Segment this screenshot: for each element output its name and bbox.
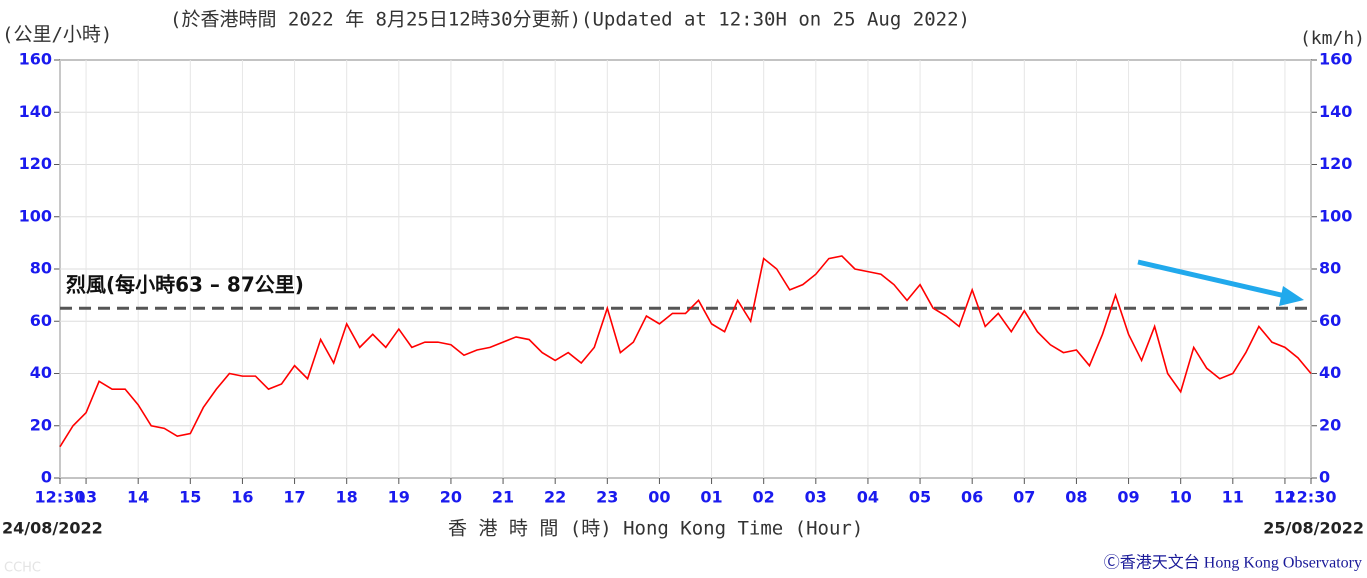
arrow-head	[1279, 286, 1304, 306]
y2-tick-label: 100	[1319, 206, 1352, 225]
x-tick-label: 21	[492, 488, 514, 507]
start-date: 24/08/2022	[2, 519, 103, 538]
x-tick-label: 07	[1013, 488, 1035, 507]
x-tick-label: 12:30	[1286, 488, 1337, 507]
x-tick-label: 06	[961, 488, 983, 507]
y-tick-label: 160	[19, 50, 52, 69]
y2-axis-label: (km/h)	[1300, 28, 1365, 49]
x-tick-label: 13	[75, 488, 97, 507]
x-tick-label: 08	[1065, 488, 1087, 507]
y2-tick-label: 160	[1319, 50, 1352, 69]
arrow-shaft	[1137, 259, 1295, 301]
x-tick-label: 19	[388, 488, 410, 507]
chart-title: (於香港時間 2022 年 8月25日12時30分更新)(Updated at …	[170, 9, 970, 31]
plot-layer	[54, 59, 1317, 484]
x-tick-label: 14	[127, 488, 149, 507]
annotation: 烈風(每小時63 – 87公里)	[66, 273, 304, 297]
y-tick-label: 0	[41, 468, 52, 487]
x-tick-label: 02	[753, 488, 775, 507]
x-tick-label: 01	[700, 488, 722, 507]
y-tick-label: 80	[30, 259, 52, 278]
y-tick-label: 40	[30, 363, 52, 382]
y2-tick-label: 140	[1319, 102, 1352, 121]
x-tick-label: 04	[857, 488, 879, 507]
end-date: 25/08/2022	[1263, 519, 1364, 538]
y2-tick-label: 80	[1319, 259, 1341, 278]
x-tick-label: 11	[1222, 488, 1244, 507]
x-tick-label: 22	[544, 488, 566, 507]
x-tick-label: 15	[179, 488, 201, 507]
x-axis-label: 香 港 時 間 (時) Hong Kong Time (Hour)	[448, 518, 863, 540]
x-tick-label: 05	[909, 488, 931, 507]
x-tick-label: 23	[596, 488, 618, 507]
x-tick-label: 17	[283, 488, 305, 507]
watermark: CCHC	[4, 561, 41, 576]
y-tick-label: 60	[30, 311, 52, 330]
y2-tick-label: 60	[1319, 311, 1341, 330]
x-tick-label: 20	[440, 488, 462, 507]
x-tick-label: 12	[1274, 488, 1296, 507]
y-tick-label: 100	[19, 206, 52, 225]
x-tick-label: 09	[1117, 488, 1139, 507]
x-tick-label: 12:30	[35, 488, 86, 507]
y2-tick-label: 120	[1319, 154, 1352, 173]
y2-tick-label: 40	[1319, 363, 1341, 382]
y-tick-label: 140	[19, 102, 52, 121]
x-tick-label: 18	[336, 488, 358, 507]
y-tick-label: 120	[19, 154, 52, 173]
y2-tick-label: 0	[1319, 468, 1330, 487]
y-axis-label: (公里/小時)	[2, 24, 112, 46]
x-tick-label: 16	[231, 488, 253, 507]
y-tick-label: 20	[30, 415, 52, 434]
credit: Ⓒ香港天文台 Hong Kong Observatory	[1104, 554, 1362, 572]
x-tick-label: 10	[1170, 488, 1192, 507]
data-line	[59, 255, 1312, 448]
x-tick-label: 00	[648, 488, 670, 507]
y2-tick-label: 20	[1319, 415, 1341, 434]
x-tick-label: 03	[805, 488, 827, 507]
